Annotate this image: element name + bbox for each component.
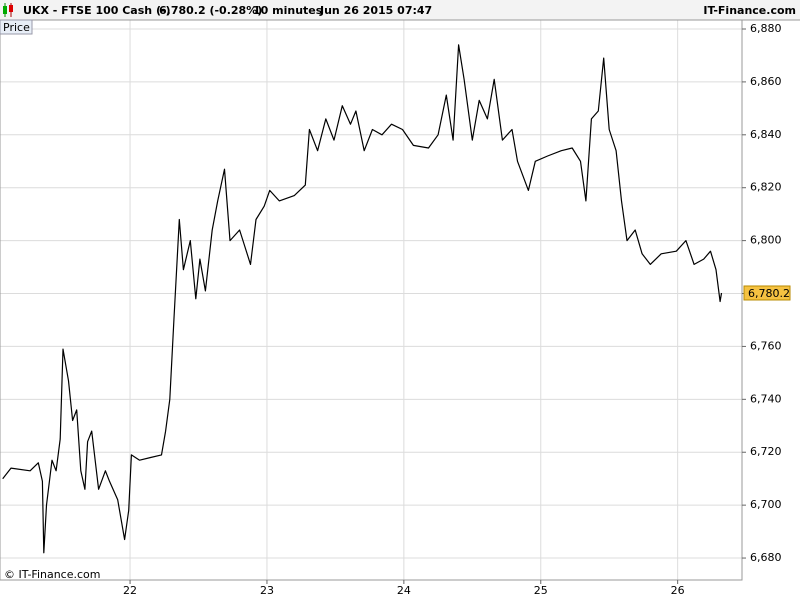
y-tick-label: 6,700 — [750, 498, 782, 511]
interval: 10 minutes — [253, 4, 323, 17]
y-tick-label: 6,760 — [750, 339, 782, 352]
y-tick-label: 6,740 — [750, 392, 782, 405]
y-tick-label: 6,800 — [750, 234, 782, 247]
x-tick-label: 25 — [534, 584, 548, 597]
panel-label: Price — [3, 21, 30, 34]
brand: IT-Finance.com — [703, 4, 796, 17]
x-tick-label: 24 — [397, 584, 411, 597]
y-tick-label: 6,680 — [750, 551, 782, 564]
price-line — [2, 44, 723, 554]
y-tick-label: 6,820 — [750, 181, 782, 194]
y-tick-label: 6,860 — [750, 75, 782, 88]
candle-icon — [3, 3, 13, 17]
footer: © IT-Finance.com — [4, 568, 101, 581]
timestamp: Jun 26 2015 07:47 — [319, 4, 432, 17]
panel-tab — [0, 19, 33, 35]
plot-border — [0, 19, 743, 581]
y-tick-label: 6,840 — [750, 128, 782, 141]
header-bar — [0, 0, 800, 20]
quote: 6,780.2 (-0.28%) — [159, 4, 262, 17]
symbol: UKX - FTSE 100 Cash (-) — [23, 4, 171, 17]
last-price-label: 6,780.2 — [748, 287, 790, 300]
last-price-box — [743, 285, 791, 301]
x-tick-label: 23 — [260, 584, 274, 597]
y-tick-label: 6,880 — [750, 22, 782, 35]
y-tick-label: 6,720 — [750, 445, 782, 458]
x-tick-label: 26 — [671, 584, 685, 597]
x-tick-label: 22 — [123, 584, 137, 597]
